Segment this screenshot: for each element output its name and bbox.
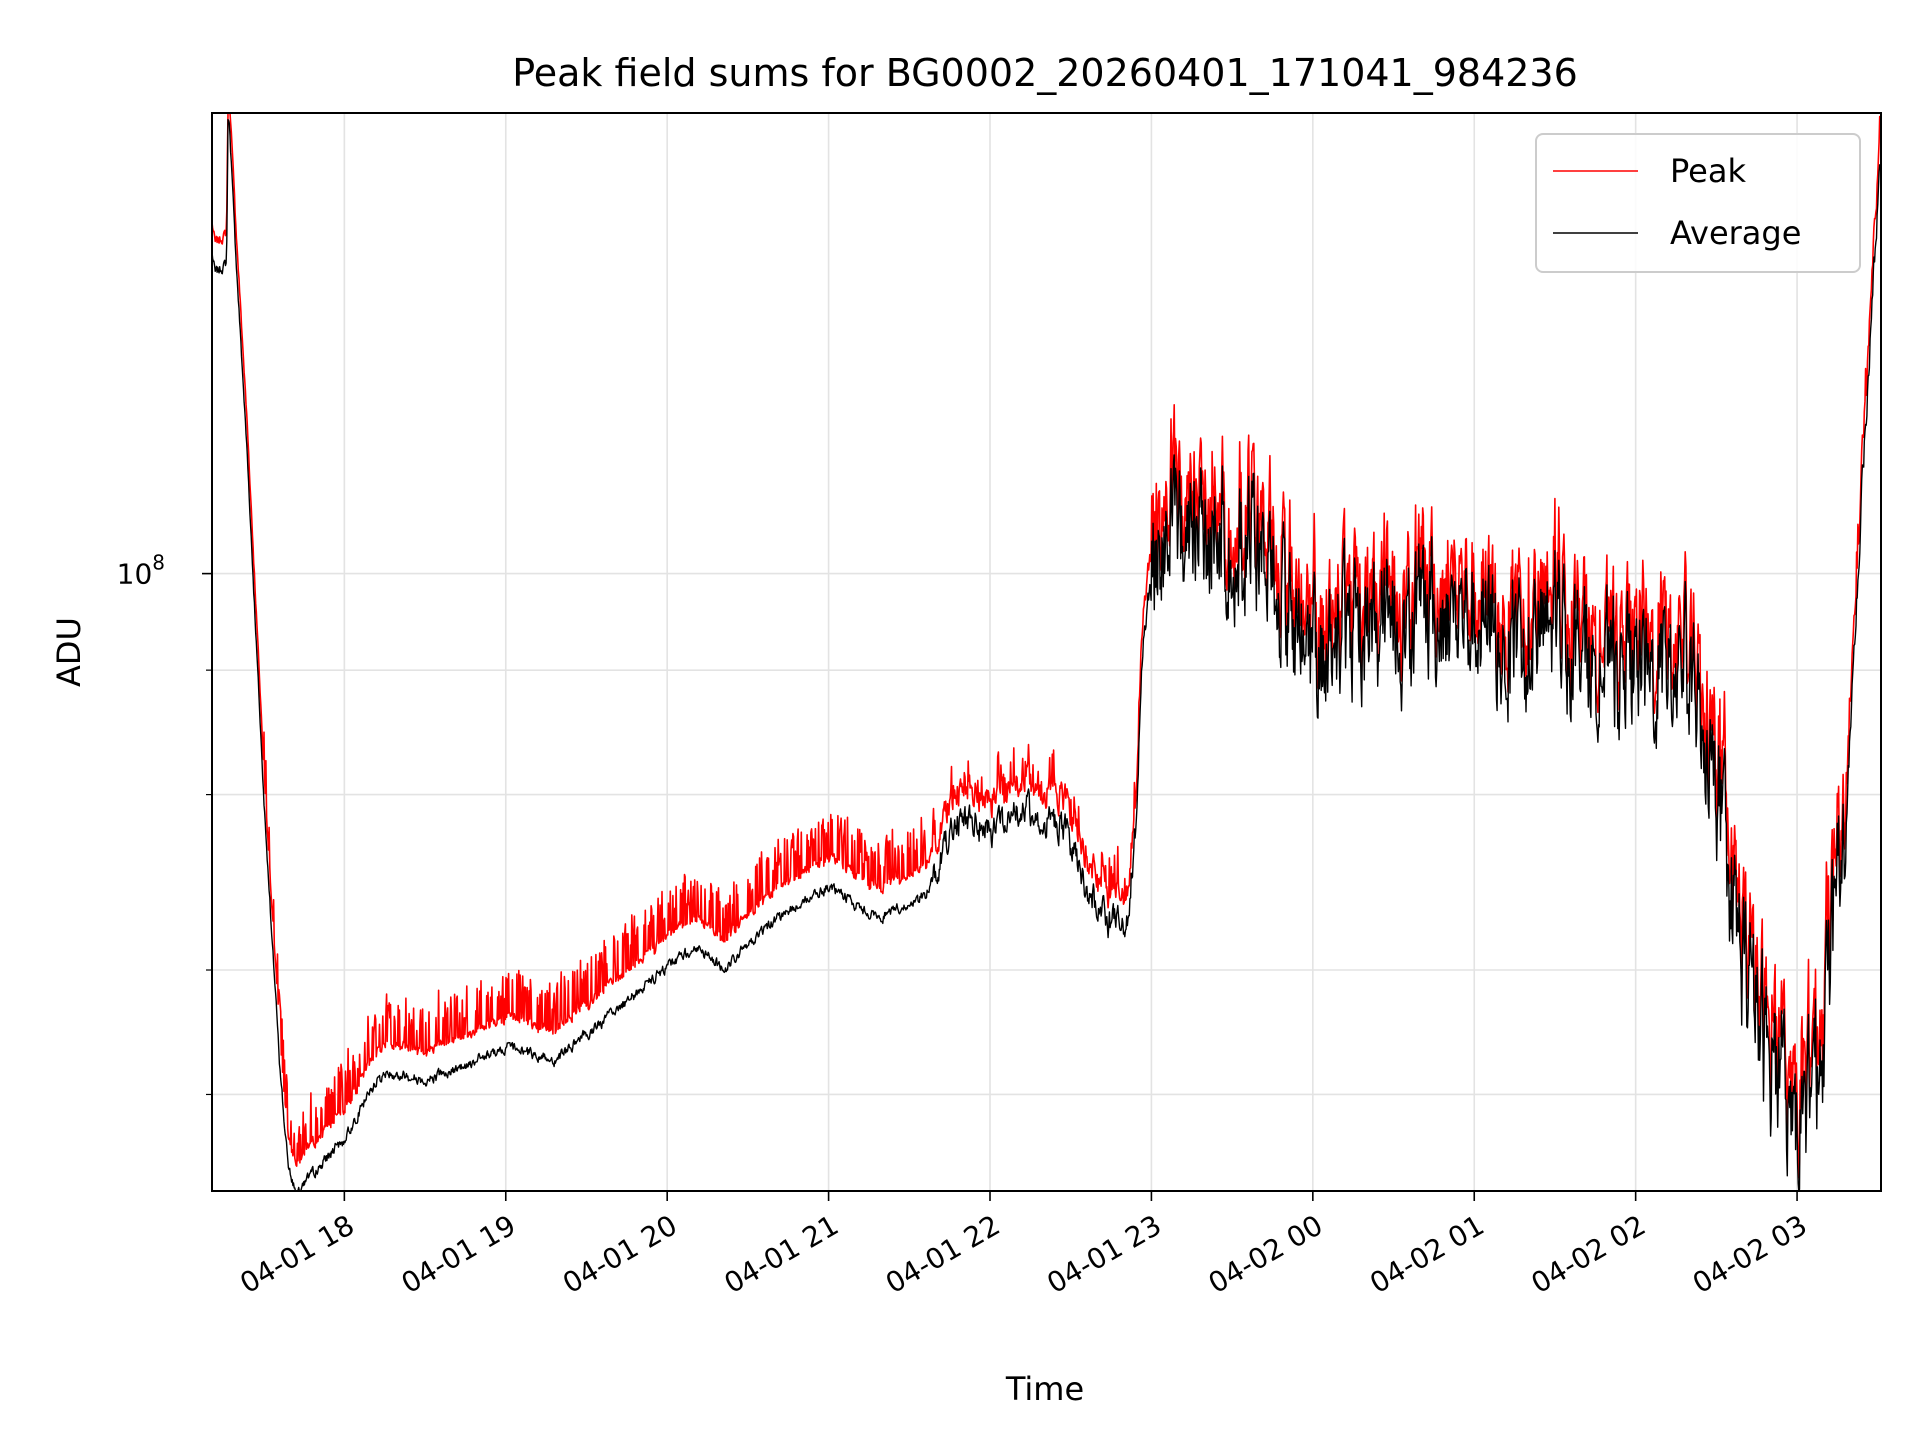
y-tick-label-exponent: 8 [152, 551, 165, 575]
x-axis-label: Time [1005, 1370, 1084, 1408]
y-tick-label-base: 10 [117, 558, 153, 591]
y-axis-ticks [202, 572, 212, 1096]
legend-average-label: Average [1670, 214, 1801, 252]
series-line-peak [211, 112, 1882, 1179]
legend-peak-label: Peak [1670, 152, 1746, 190]
y-axis-label: ADU [50, 617, 88, 687]
y-tick-label-major: 108 [117, 551, 165, 591]
legend: Peak Average [1535, 133, 1861, 273]
plot-series [211, 112, 1882, 1192]
chart-title: Peak field sums for BG0002_20260401_1710… [512, 51, 1578, 95]
legend-box [1535, 133, 1861, 273]
series-line-average [211, 118, 1882, 1192]
plot-area-frame [211, 112, 1882, 1192]
